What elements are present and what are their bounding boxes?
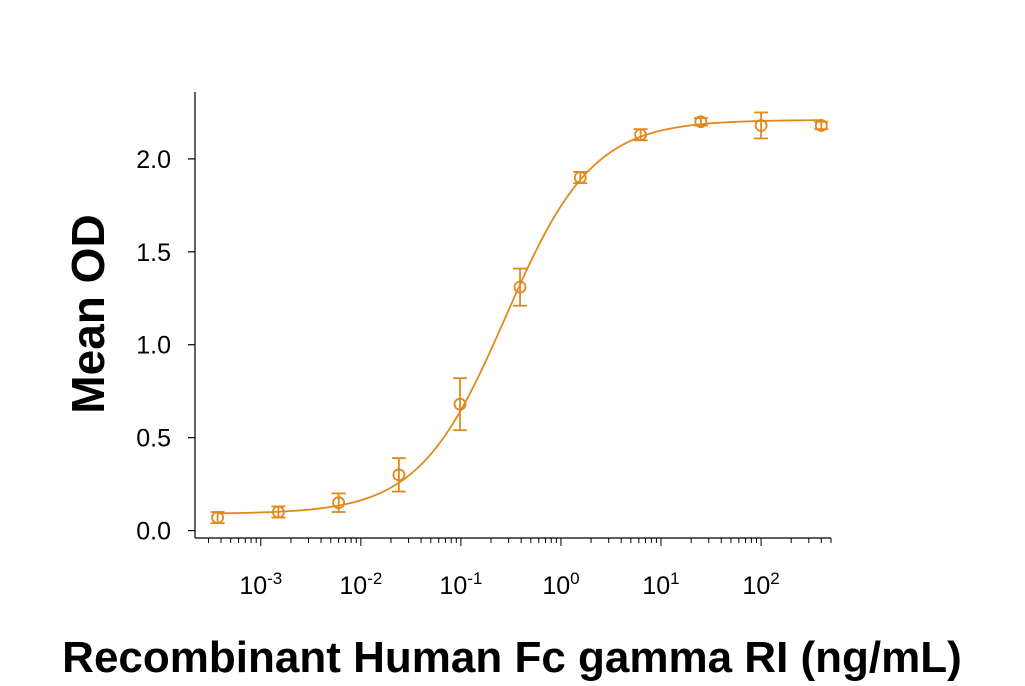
data-point <box>513 280 527 294</box>
y-tick-label: 0.5 <box>136 425 171 453</box>
y-axis-title: Mean OD <box>62 214 114 413</box>
data-point <box>332 496 346 510</box>
x-tick-label: 102 <box>742 569 779 600</box>
x-tick-label: 100 <box>542 569 579 600</box>
data-point <box>211 511 224 524</box>
data-point <box>754 119 768 132</box>
x-tick-label: 10-3 <box>239 569 282 600</box>
y-tick-label: 0.0 <box>136 518 171 546</box>
data-point <box>694 115 708 129</box>
y-tick-label: 1.0 <box>136 332 171 360</box>
x-tick-label: 10-2 <box>339 569 382 600</box>
fit-curve <box>217 119 822 515</box>
y-tick-label: 2.0 <box>136 146 171 174</box>
x-tick-label: 101 <box>642 569 679 600</box>
x-axis-title: Recombinant Human Fc gamma RI (ng/mL) <box>62 633 962 682</box>
ticks: 0.0 0.5 1.0 1.5 2.0 10-3 10-2 10-1 100 101 102 <box>136 146 832 600</box>
data-point <box>573 171 587 184</box>
data-point <box>392 468 406 482</box>
plot-area <box>210 111 829 525</box>
y-tick-label: 1.5 <box>136 239 171 267</box>
x-tick-label: 10-1 <box>439 569 482 600</box>
data-point <box>272 505 285 519</box>
axes <box>194 92 831 539</box>
data-point <box>814 119 828 132</box>
data-point <box>634 128 647 142</box>
data-point <box>453 397 467 411</box>
